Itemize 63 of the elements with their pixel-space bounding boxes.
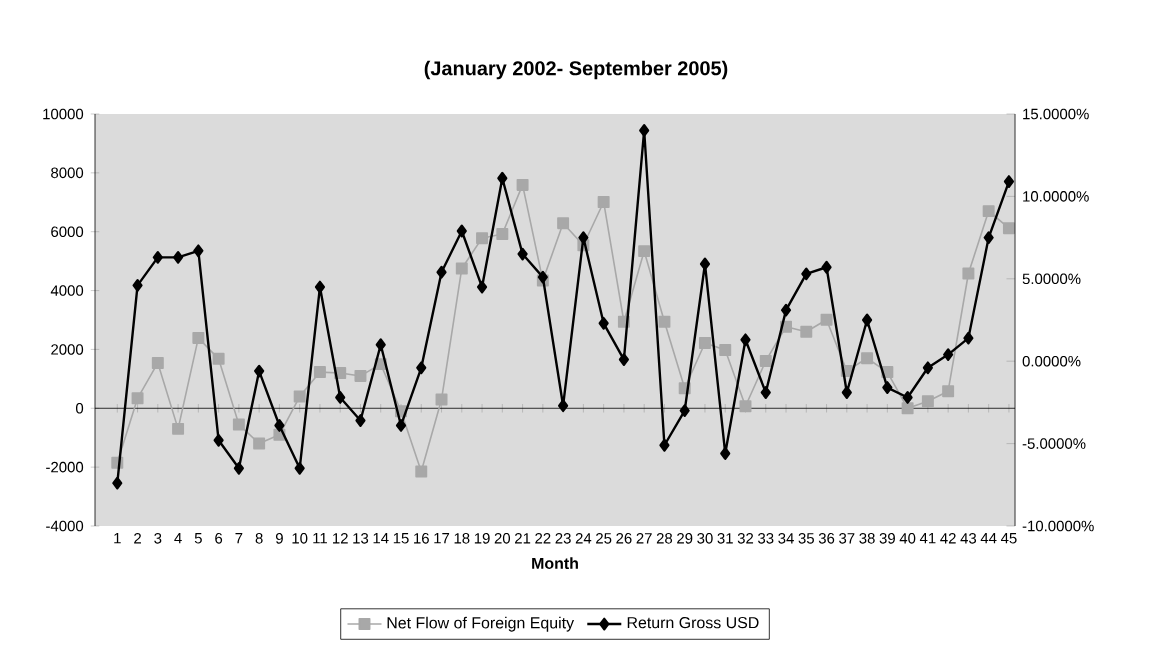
- x-tick-label: 20: [494, 533, 511, 544]
- x-tick-label: 4: [174, 533, 182, 544]
- x-tick-label: 1: [114, 533, 121, 544]
- x-tick-label: 2: [134, 533, 141, 544]
- x-tick-label: 43: [960, 533, 977, 544]
- x-tick-label: 24: [575, 533, 592, 544]
- y-tick-label: -2000: [46, 461, 84, 473]
- y2-tick-label: 0.0000%: [1022, 355, 1081, 367]
- x-tick-label: 27: [636, 533, 652, 544]
- x-tick-label: 18: [454, 533, 470, 544]
- x-tick-label: 11: [313, 533, 327, 544]
- x-axis-title: Month: [532, 557, 578, 570]
- y-tick-label: 4000: [50, 285, 84, 296]
- x-tick-label: 14: [373, 533, 389, 544]
- x-tick-label: 8: [255, 533, 263, 544]
- y-tick-label: 0: [75, 402, 84, 414]
- x-tick-label: 38: [859, 533, 875, 544]
- x-tick-label: 44: [980, 533, 997, 544]
- x-tick-label: 25: [596, 533, 612, 544]
- x-tick-label: 19: [474, 533, 490, 544]
- x-tick-label: 33: [758, 533, 774, 544]
- x-tick-label: 13: [353, 533, 369, 544]
- x-tick-label: 30: [697, 533, 713, 544]
- y2-tick-label: 5.0000%: [1022, 273, 1081, 285]
- x-tick-label: 23: [555, 533, 571, 544]
- x-tick-label: 7: [235, 533, 243, 544]
- legend-label: Net Flow of Foreign Equity: [387, 616, 575, 632]
- x-tick-label: 45: [1000, 533, 1017, 544]
- x-tick-label: 26: [616, 533, 632, 544]
- chart-title: (January 2002- September 2005): [424, 60, 728, 80]
- x-tick-label: 3: [154, 533, 162, 544]
- x-tick-label: 15: [393, 533, 409, 544]
- y-tick-label: 10000: [43, 108, 84, 120]
- x-tick-label: 42: [940, 533, 956, 544]
- x-tick-label: 40: [899, 533, 916, 544]
- x-tick-label: 41: [919, 533, 936, 544]
- y2-tick-label: -5.0000%: [1022, 438, 1086, 449]
- legend-label: Return Gross USD: [627, 616, 759, 629]
- x-tick-label: 10: [292, 533, 308, 544]
- x-tick-label: 17: [434, 533, 450, 544]
- y2-tick-label: -10.0000%: [1022, 520, 1094, 532]
- y-tick-label: 6000: [51, 226, 84, 238]
- x-tick-label: 16: [414, 533, 429, 544]
- y-tick-label: 8000: [51, 167, 84, 179]
- x-tick-label: 37: [839, 533, 855, 544]
- x-tick-label: 35: [798, 533, 814, 544]
- x-tick-label: 9: [275, 533, 283, 544]
- x-tick-label: 5: [194, 533, 202, 544]
- x-tick-label: 21: [515, 533, 531, 544]
- x-tick-label: 31: [717, 533, 733, 544]
- x-tick-label: 12: [333, 533, 348, 544]
- x-tick-label: 36: [818, 533, 835, 544]
- x-tick-label: 39: [879, 533, 895, 544]
- y2-tick-label: 10.0000%: [1023, 191, 1089, 202]
- x-tick-label: 6: [215, 533, 223, 544]
- x-tick-label: 28: [656, 533, 673, 544]
- x-tick-label: 29: [677, 533, 693, 544]
- y2-tick-label: 15.0000%: [1023, 108, 1089, 120]
- y-tick-label: -4000: [46, 520, 84, 532]
- x-tick-label: 22: [535, 533, 551, 544]
- x-tick-label: 34: [778, 533, 794, 544]
- y-tick-label: 2000: [51, 344, 84, 355]
- x-tick-label: 32: [737, 533, 754, 544]
